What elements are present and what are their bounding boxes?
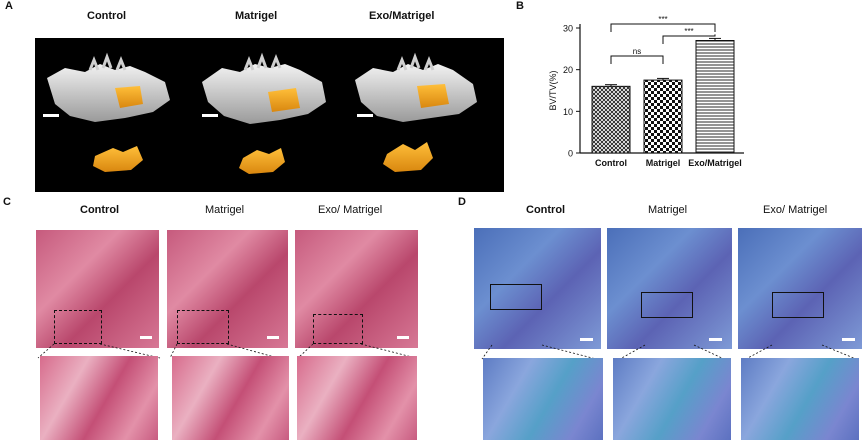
panel-d-title-matrigel: Matrigel <box>648 204 688 216</box>
bar-exomatrigel <box>695 40 735 154</box>
he-zoom-control <box>40 356 158 440</box>
zoom-box <box>313 314 363 344</box>
panel-c-title-exo-matrigel: Exo/ Matrigel <box>318 204 383 216</box>
panel-a-title-matrigel: Matrigel <box>235 10 278 22</box>
micro-ct-renderings <box>43 52 477 174</box>
micro-ct-image-panel <box>35 38 504 192</box>
he-zoom-matrigel <box>172 356 289 440</box>
he-image-exo-matrigel <box>295 230 418 348</box>
bar-matrigel <box>643 79 683 154</box>
he-image-matrigel <box>167 230 288 348</box>
significance-label: *** <box>684 27 693 36</box>
significance-bracket <box>662 34 716 44</box>
masson-zoom-connector-lines <box>481 344 857 360</box>
roi-matrigel <box>239 148 285 174</box>
significance-bracket <box>610 55 664 64</box>
significance-bracket <box>610 23 716 32</box>
scale-bar <box>397 336 409 339</box>
scale-bar <box>43 114 59 117</box>
panel-c-title-control: Control <box>80 204 120 216</box>
panel-d-title-exo-matrigel: Exo/ Matrigel <box>763 204 828 216</box>
roi-control <box>93 146 143 172</box>
he-image-control <box>36 230 159 348</box>
masson-zoom-control <box>483 358 603 440</box>
panel-a-label: A <box>5 0 13 12</box>
x-tick-label: Exo/Matrigel <box>688 158 742 168</box>
masson-zoom-matrigel <box>613 358 731 440</box>
scale-bar <box>709 338 722 341</box>
bv-tv-bar-chart: 0 10 20 30 BV/TV(%) Control Matrigel Exo/Matrig… <box>548 15 744 168</box>
he-zoom-exo-matrigel <box>297 356 417 440</box>
roi-exo-matrigel <box>383 142 433 172</box>
zoom-box <box>641 292 693 318</box>
mandible-control <box>47 52 170 122</box>
scale-bar <box>202 114 218 117</box>
zoom-box <box>177 310 229 344</box>
mandible-matrigel <box>202 52 326 124</box>
scale-bar <box>267 336 279 339</box>
panel-a-title-exo-matrigel: Exo/Matrigel <box>369 10 435 22</box>
zoom-box <box>772 292 824 318</box>
panel-c-label: C <box>3 196 11 208</box>
bar-control <box>591 85 631 154</box>
significance-label: *** <box>658 15 667 24</box>
zoom-box <box>490 284 542 310</box>
x-tick-label: Control <box>595 158 627 168</box>
masson-image-exo-matrigel <box>738 228 862 349</box>
zoom-box <box>54 310 102 344</box>
scale-bar <box>580 338 593 341</box>
scale-bar <box>357 114 373 117</box>
panel-d-title-control: Control <box>526 204 566 216</box>
y-tick-label: 30 <box>563 24 573 34</box>
x-tick-label: Matrigel <box>646 158 681 168</box>
y-tick-label: 20 <box>563 65 573 75</box>
masson-image-control <box>474 228 601 349</box>
significance-label: ns <box>633 47 641 56</box>
y-tick-label: 0 <box>568 149 573 159</box>
y-tick-label: 10 <box>563 107 573 117</box>
panel-b-label: B <box>516 0 524 12</box>
y-axis-label: BV/TV(%) <box>548 70 558 110</box>
mandible-exo-matrigel <box>355 52 477 122</box>
masson-image-matrigel <box>607 228 732 349</box>
panel-a-title-control: Control <box>87 10 127 22</box>
panel-c-title-matrigel: Matrigel <box>205 204 245 216</box>
masson-zoom-exo-matrigel <box>741 358 859 440</box>
scale-bar <box>842 338 855 341</box>
scale-bar <box>140 336 152 339</box>
panel-d-label: D <box>458 196 466 208</box>
